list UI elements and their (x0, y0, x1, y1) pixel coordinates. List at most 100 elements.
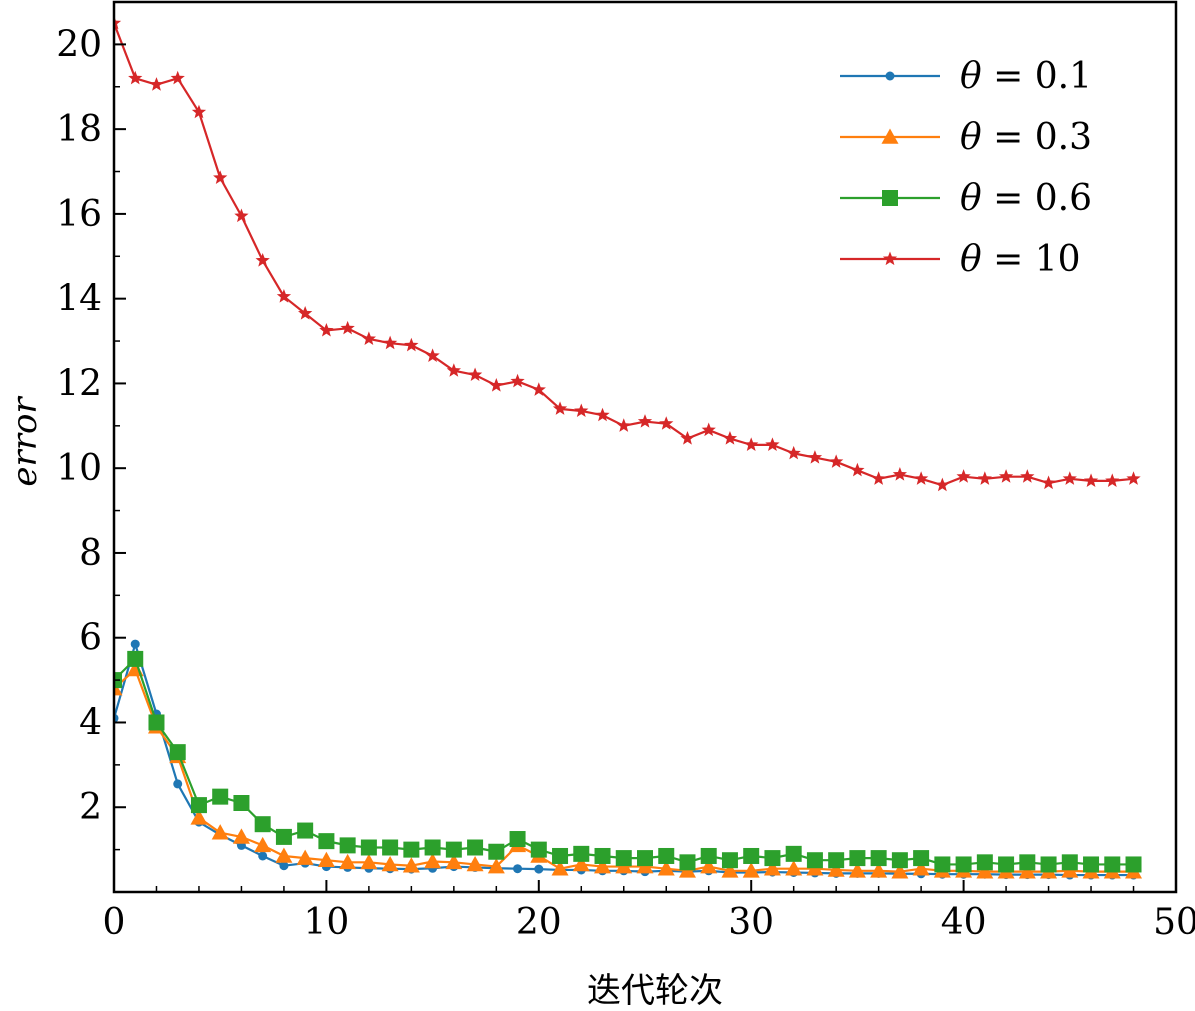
series-4-point (510, 373, 525, 388)
series-3-point (955, 856, 972, 873)
series-2-point (445, 853, 463, 870)
plot-frame (112, 0, 1178, 894)
series-4-point (149, 77, 164, 91)
series-2 (114, 661, 1143, 879)
series-2-point (360, 853, 378, 870)
series-3-point (360, 839, 377, 856)
series-3-point (1104, 856, 1121, 873)
series-3-point (424, 839, 441, 856)
y-tick-label: 18 (56, 109, 102, 150)
series-1-line (114, 642, 1134, 877)
legend-value: = 0.1 (982, 56, 1092, 97)
legend-theta-symbol: θ (960, 239, 982, 280)
series-2-point (1018, 863, 1036, 879)
series-1-point (279, 861, 289, 871)
series-2-point (381, 855, 399, 872)
series-2-point (232, 828, 250, 844)
series-2-point (317, 851, 335, 868)
series-3-point (445, 841, 462, 858)
series-1-point (173, 779, 183, 789)
series-2-point (721, 862, 739, 878)
series-4-point (977, 471, 992, 485)
series-2-point (700, 858, 718, 874)
y-tick-label: 14 (56, 279, 102, 320)
series-4-point (574, 403, 589, 418)
series-3-point (849, 850, 866, 867)
legend-label: θ = 0.6 (960, 178, 1092, 219)
legend-marker (882, 251, 898, 266)
series-3-point (254, 816, 271, 833)
series-4-point (361, 331, 377, 345)
series-4-point (425, 348, 440, 362)
y-tick-label: 8 (79, 533, 102, 574)
series-3-point (870, 850, 887, 867)
series-4-point (404, 337, 419, 352)
legend-entry-4: θ = 10 (840, 239, 1081, 280)
series-2-point (466, 855, 484, 872)
series-2-point (912, 860, 930, 876)
series-3 (114, 650, 1142, 873)
series-4-point (829, 454, 844, 468)
x-tick-label: 40 (941, 902, 987, 943)
legend-theta-symbol: θ (960, 117, 982, 158)
series-2-point (848, 862, 866, 878)
series-4-point (998, 469, 1014, 483)
series-2-point (190, 809, 208, 825)
series-3-point (233, 795, 250, 811)
series-2-point (254, 836, 272, 853)
series-4-point (170, 70, 185, 85)
series-4-point (114, 15, 122, 30)
series-2-line (114, 668, 1134, 873)
series-3-point (743, 847, 760, 864)
series-2-point (211, 824, 229, 840)
series-3-point (275, 828, 292, 845)
series-4-point (765, 437, 780, 451)
series-2-point (339, 853, 357, 870)
series-3-line (114, 657, 1134, 866)
series-2-point (976, 863, 994, 879)
legend-value: = 0.6 (982, 178, 1092, 219)
series-1-point (513, 864, 523, 874)
series-3-point (976, 854, 993, 871)
series-3-point (658, 847, 675, 864)
y-tick-label: 10 (56, 448, 102, 489)
series-3-point (488, 843, 505, 860)
y-tick-label: 20 (56, 24, 102, 65)
series-3-point (637, 850, 653, 867)
series-2-point (275, 847, 293, 863)
series-3-point (1019, 854, 1036, 871)
y-tick-label: 2 (79, 787, 102, 828)
legend-marker (881, 128, 899, 144)
series-3-point (382, 839, 399, 856)
series-4-point (1020, 469, 1035, 483)
x-tick-label: 0 (103, 902, 126, 943)
series-4-point (234, 208, 249, 223)
series-3-point (679, 854, 696, 871)
series-2-point (402, 857, 420, 873)
series-3-point (700, 847, 717, 864)
legend: θ = 0.1θ = 0.3θ = 0.6θ = 10 (840, 56, 1092, 280)
series-4-point (1083, 473, 1099, 487)
x-tick-label: 50 (1153, 902, 1195, 943)
series-3-point (318, 833, 335, 850)
legend-value: = 10 (982, 239, 1081, 280)
series-3-point (1125, 856, 1142, 873)
series-3-point (573, 845, 590, 862)
series-4-point (1041, 475, 1056, 490)
series-4-point (871, 471, 886, 485)
y-tick-label: 6 (79, 618, 102, 659)
series-3-point (509, 831, 526, 848)
series-2-point (657, 860, 675, 876)
legend-entry-3: θ = 0.6 (840, 178, 1092, 219)
series-2-point (785, 860, 803, 876)
series-3-point (403, 841, 420, 858)
series-3-point (552, 847, 569, 864)
series-4-point (1105, 473, 1120, 487)
series-3-point (148, 714, 165, 731)
series-1-point (130, 639, 140, 649)
plot-area (114, 15, 1143, 880)
series-2-point (487, 858, 505, 874)
series-3-point (297, 822, 314, 839)
series-4-point (128, 70, 143, 85)
series-3-point (1083, 856, 1100, 873)
